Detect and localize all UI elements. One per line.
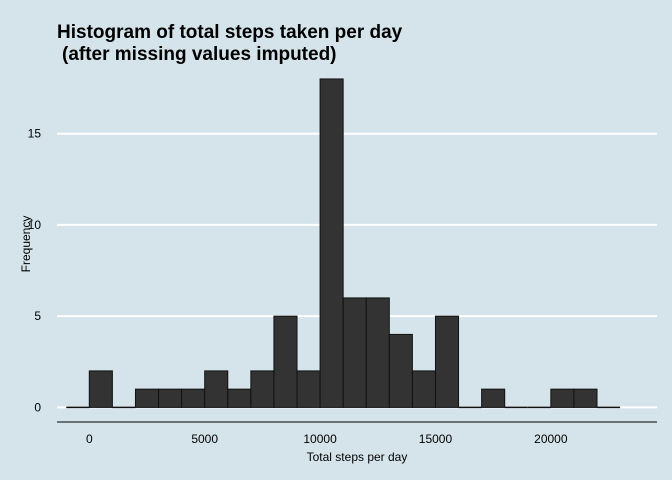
x-tick-labels: 0 5000 10000 15000 20000 (86, 432, 568, 446)
x-tick-label: 0 (86, 432, 93, 446)
x-tick-label: 20000 (534, 432, 568, 446)
histogram-bar (342, 297, 367, 408)
histogram-bar (411, 370, 436, 408)
histogram-bar (273, 315, 298, 408)
y-axis-label: Frequency (19, 216, 33, 273)
bars (88, 78, 598, 408)
histogram-bar (181, 388, 206, 408)
y-tick-label: 5 (34, 309, 41, 323)
x-tick-label: 5000 (191, 432, 218, 446)
histogram-bar (434, 315, 460, 408)
y-tick-label: 10 (28, 218, 42, 232)
chart-subtitle: (after missing values imputed) (62, 44, 337, 65)
histogram-bar (134, 388, 160, 408)
histogram-bar (481, 388, 506, 408)
histogram-bar (319, 78, 344, 408)
histogram-bar (296, 370, 321, 408)
chart-title: Histogram of total steps taken per day (57, 22, 403, 43)
histogram-bar (550, 388, 575, 408)
histogram-bar (88, 370, 113, 408)
histogram-bar (250, 370, 275, 408)
y-tick-labels: 0 5 10 15 (28, 127, 42, 415)
x-axis-label: Total steps per day (307, 450, 408, 464)
histogram-bar (204, 370, 229, 408)
x-tick-label: 15000 (419, 432, 453, 446)
histogram-bar (227, 388, 252, 408)
x-tick-label: 10000 (303, 432, 337, 446)
y-tick-label: 0 (34, 400, 41, 414)
y-tick-label: 15 (28, 127, 42, 141)
histogram-bar (388, 333, 413, 408)
histogram-bar (573, 388, 598, 408)
histogram-bar (365, 297, 390, 408)
histogram-bar (158, 388, 183, 408)
